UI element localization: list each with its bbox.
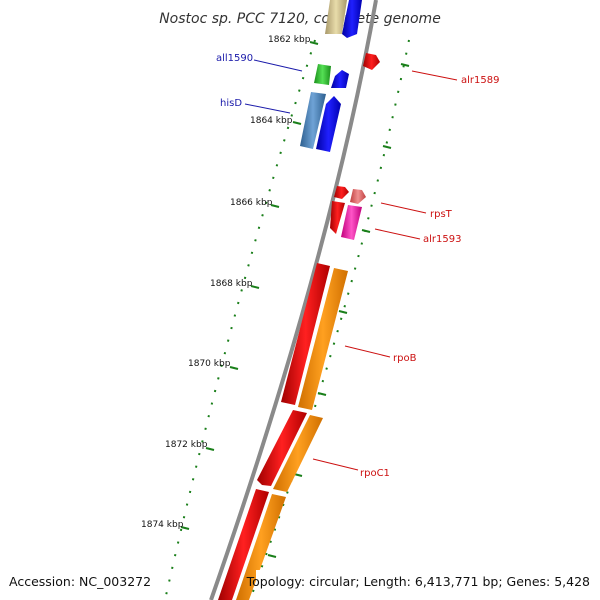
gene-label-alr1593[interactable]: alr1593: [423, 234, 461, 245]
tick-mark-1872: [205, 447, 215, 451]
gene-feature-hisD[interactable]: [300, 92, 326, 149]
connector-rpoB: [344, 345, 391, 358]
tick-label-1864: 1864 kbp: [250, 116, 293, 126]
connector-alr1593: [374, 228, 421, 240]
gene-feature-lower-red[interactable]: [218, 489, 269, 600]
tick-label-1868: 1868 kbp: [210, 279, 253, 289]
gene-feature-alr1593-red[interactable]: [330, 201, 345, 234]
gene-feature-all1590-blue[interactable]: [331, 70, 349, 88]
tick-mark-1862: [309, 41, 319, 45]
outer-tick-mark: [267, 554, 277, 558]
gene-feature-lower-orange[interactable]: [236, 494, 286, 600]
outer-tick-mark: [317, 392, 327, 396]
connector-alr1589: [411, 70, 458, 81]
gene-feature-hisD-blue[interactable]: [316, 96, 341, 152]
outer-tick-mark: [361, 229, 371, 233]
topology-text: Topology: circular; Length: 6,413,771 bp…: [246, 574, 590, 589]
genome-backbone: [209, 0, 378, 600]
gene-feature-rpsT[interactable]: [350, 189, 366, 204]
gene-feature-rpoC1[interactable]: [273, 415, 323, 492]
gene-label-rpoC1[interactable]: rpoC1: [360, 468, 390, 479]
tick-mark-1866: [270, 204, 280, 208]
accession-text: Accession: NC_003272: [9, 574, 151, 589]
connector-rpoC1: [312, 458, 359, 471]
gene-label-all1590[interactable]: all1590: [216, 53, 253, 64]
gene-feature-all1590[interactable]: [314, 64, 331, 85]
tick-label-1862: 1862 kbp: [268, 35, 311, 45]
gene-feature-rpoB[interactable]: [298, 268, 348, 410]
gene-feature-alr1589[interactable]: [363, 53, 380, 70]
connector-rpsT: [380, 202, 427, 214]
gene-label-rpsT[interactable]: rpsT: [430, 209, 453, 220]
gene-label-hisD[interactable]: hisD: [220, 98, 242, 109]
gene-feature-top-tan[interactable]: [325, 0, 347, 34]
tick-mark-1874: [180, 526, 190, 530]
tick-label-1866: 1866 kbp: [230, 198, 273, 208]
footer-left-backdrop: [4, 570, 150, 590]
gene-label-rpoB[interactable]: rpoB: [393, 353, 417, 364]
gene-feature-rpoB-red[interactable]: [281, 263, 330, 405]
gene-feature-rpoC1-red[interactable]: [257, 410, 307, 486]
inner-tick-ring: [164, 39, 316, 600]
gene-feature-rpsT-red[interactable]: [334, 186, 349, 199]
tick-label-1874: 1874 kbp: [141, 520, 184, 530]
footer-right-backdrop: [256, 570, 596, 590]
connector-hisD: [244, 103, 291, 114]
tick-label-1870: 1870 kbp: [188, 359, 231, 369]
tick-label-1872: 1872 kbp: [165, 440, 208, 450]
tick-mark-1864: [292, 121, 302, 125]
gene-label-alr1589[interactable]: alr1589: [461, 75, 499, 86]
connector-all1590: [253, 59, 303, 72]
outer-tick-mark: [400, 63, 410, 67]
outer-tick-mark: [382, 145, 392, 149]
outer-tick-mark: [338, 310, 348, 314]
gene-feature-top-blue[interactable]: [342, 0, 362, 38]
tick-mark-1870: [229, 366, 239, 370]
tick-mark-1868: [250, 285, 260, 289]
map-title: Nostoc sp. PCC 7120, complete genome: [159, 11, 441, 27]
gene-feature-alr1593[interactable]: [341, 205, 362, 240]
